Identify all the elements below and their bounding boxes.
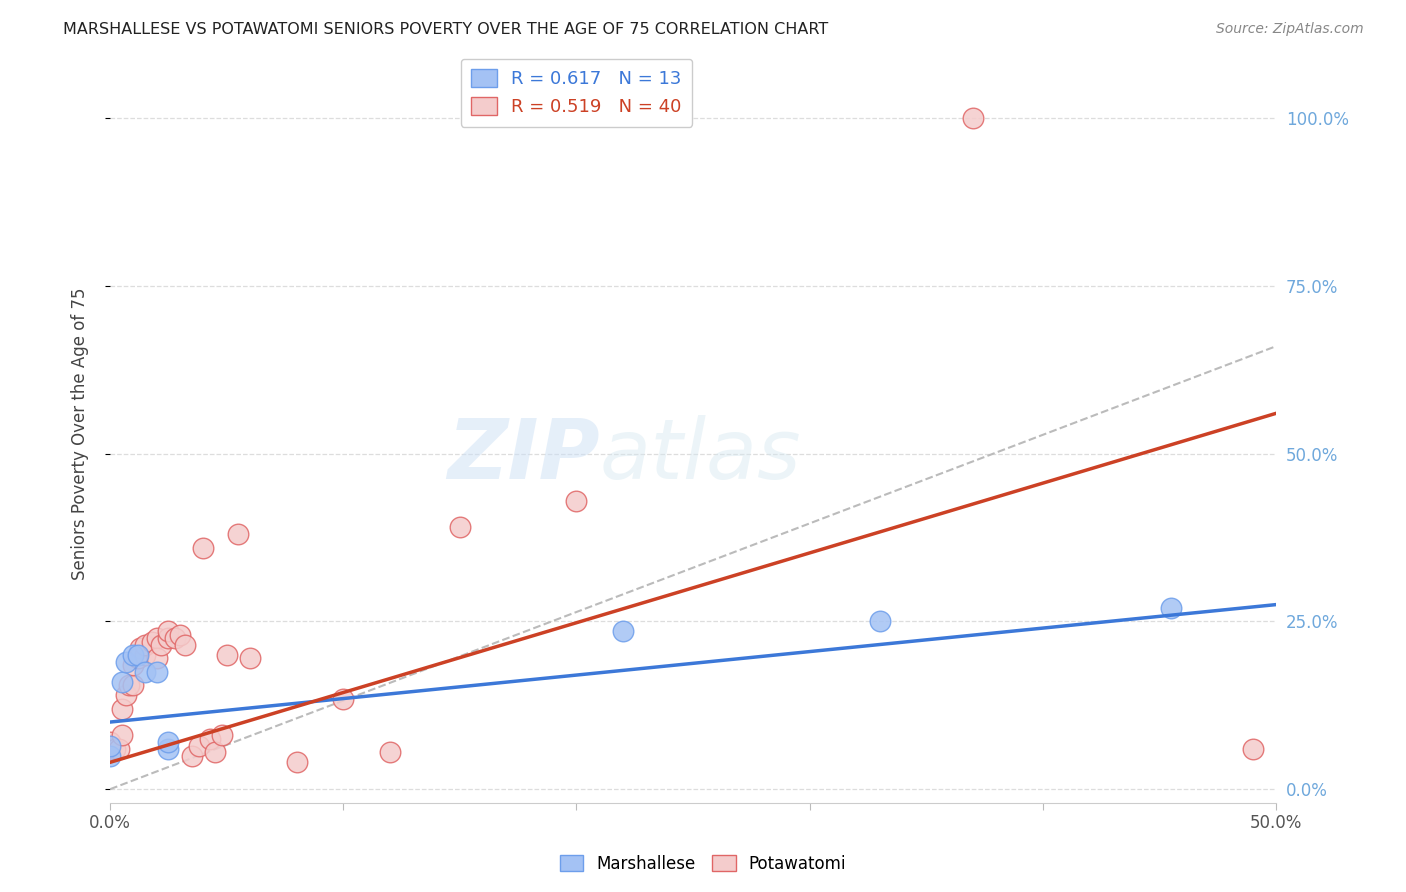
Y-axis label: Seniors Poverty Over the Age of 75: Seniors Poverty Over the Age of 75 — [72, 287, 89, 580]
Point — [173, 638, 195, 652]
Point — [1160, 601, 1182, 615]
Point — [134, 665, 156, 679]
Point — [127, 651, 149, 665]
Point — [150, 638, 173, 652]
Point — [165, 631, 187, 645]
Point — [127, 648, 149, 662]
Point — [239, 651, 262, 665]
Point — [111, 729, 134, 743]
Point — [332, 691, 354, 706]
Point — [115, 688, 138, 702]
Point — [200, 731, 222, 746]
Point — [115, 655, 138, 669]
Point — [157, 631, 180, 645]
Point — [145, 631, 167, 645]
Text: atlas: atlas — [600, 415, 801, 496]
Point — [565, 493, 588, 508]
Point — [111, 674, 134, 689]
Point — [169, 628, 191, 642]
Point — [145, 651, 167, 665]
Point — [193, 541, 215, 555]
Point — [187, 739, 209, 753]
Point — [215, 648, 238, 662]
Point — [134, 638, 156, 652]
Point — [122, 648, 145, 662]
Point — [157, 624, 180, 639]
Point — [285, 756, 308, 770]
Point — [118, 678, 141, 692]
Point — [180, 748, 202, 763]
Point — [612, 624, 634, 639]
Point — [204, 745, 226, 759]
Point — [157, 735, 180, 749]
Point — [134, 648, 156, 662]
Point — [98, 748, 121, 763]
Point — [141, 634, 163, 648]
Text: MARSHALLESE VS POTAWATOMI SENIORS POVERTY OVER THE AGE OF 75 CORRELATION CHART: MARSHALLESE VS POTAWATOMI SENIORS POVERT… — [63, 22, 828, 37]
Point — [122, 658, 145, 673]
Point — [211, 729, 233, 743]
Point — [1241, 742, 1264, 756]
Text: ZIP: ZIP — [447, 415, 600, 496]
Point — [129, 641, 152, 656]
Text: Source: ZipAtlas.com: Source: ZipAtlas.com — [1216, 22, 1364, 37]
Point — [228, 527, 250, 541]
Point — [98, 735, 121, 749]
Point — [378, 745, 401, 759]
Point — [145, 665, 167, 679]
Point — [869, 615, 891, 629]
Point — [104, 742, 127, 756]
Point — [962, 111, 984, 125]
Point — [98, 742, 121, 756]
Point — [98, 739, 121, 753]
Point — [111, 701, 134, 715]
Point — [108, 742, 131, 756]
Legend: R = 0.617   N = 13, R = 0.519   N = 40: R = 0.617 N = 13, R = 0.519 N = 40 — [461, 59, 692, 127]
Point — [157, 742, 180, 756]
Point — [122, 678, 145, 692]
Point — [98, 739, 121, 753]
Legend: Marshallese, Potawatomi: Marshallese, Potawatomi — [553, 848, 853, 880]
Point — [449, 520, 471, 534]
